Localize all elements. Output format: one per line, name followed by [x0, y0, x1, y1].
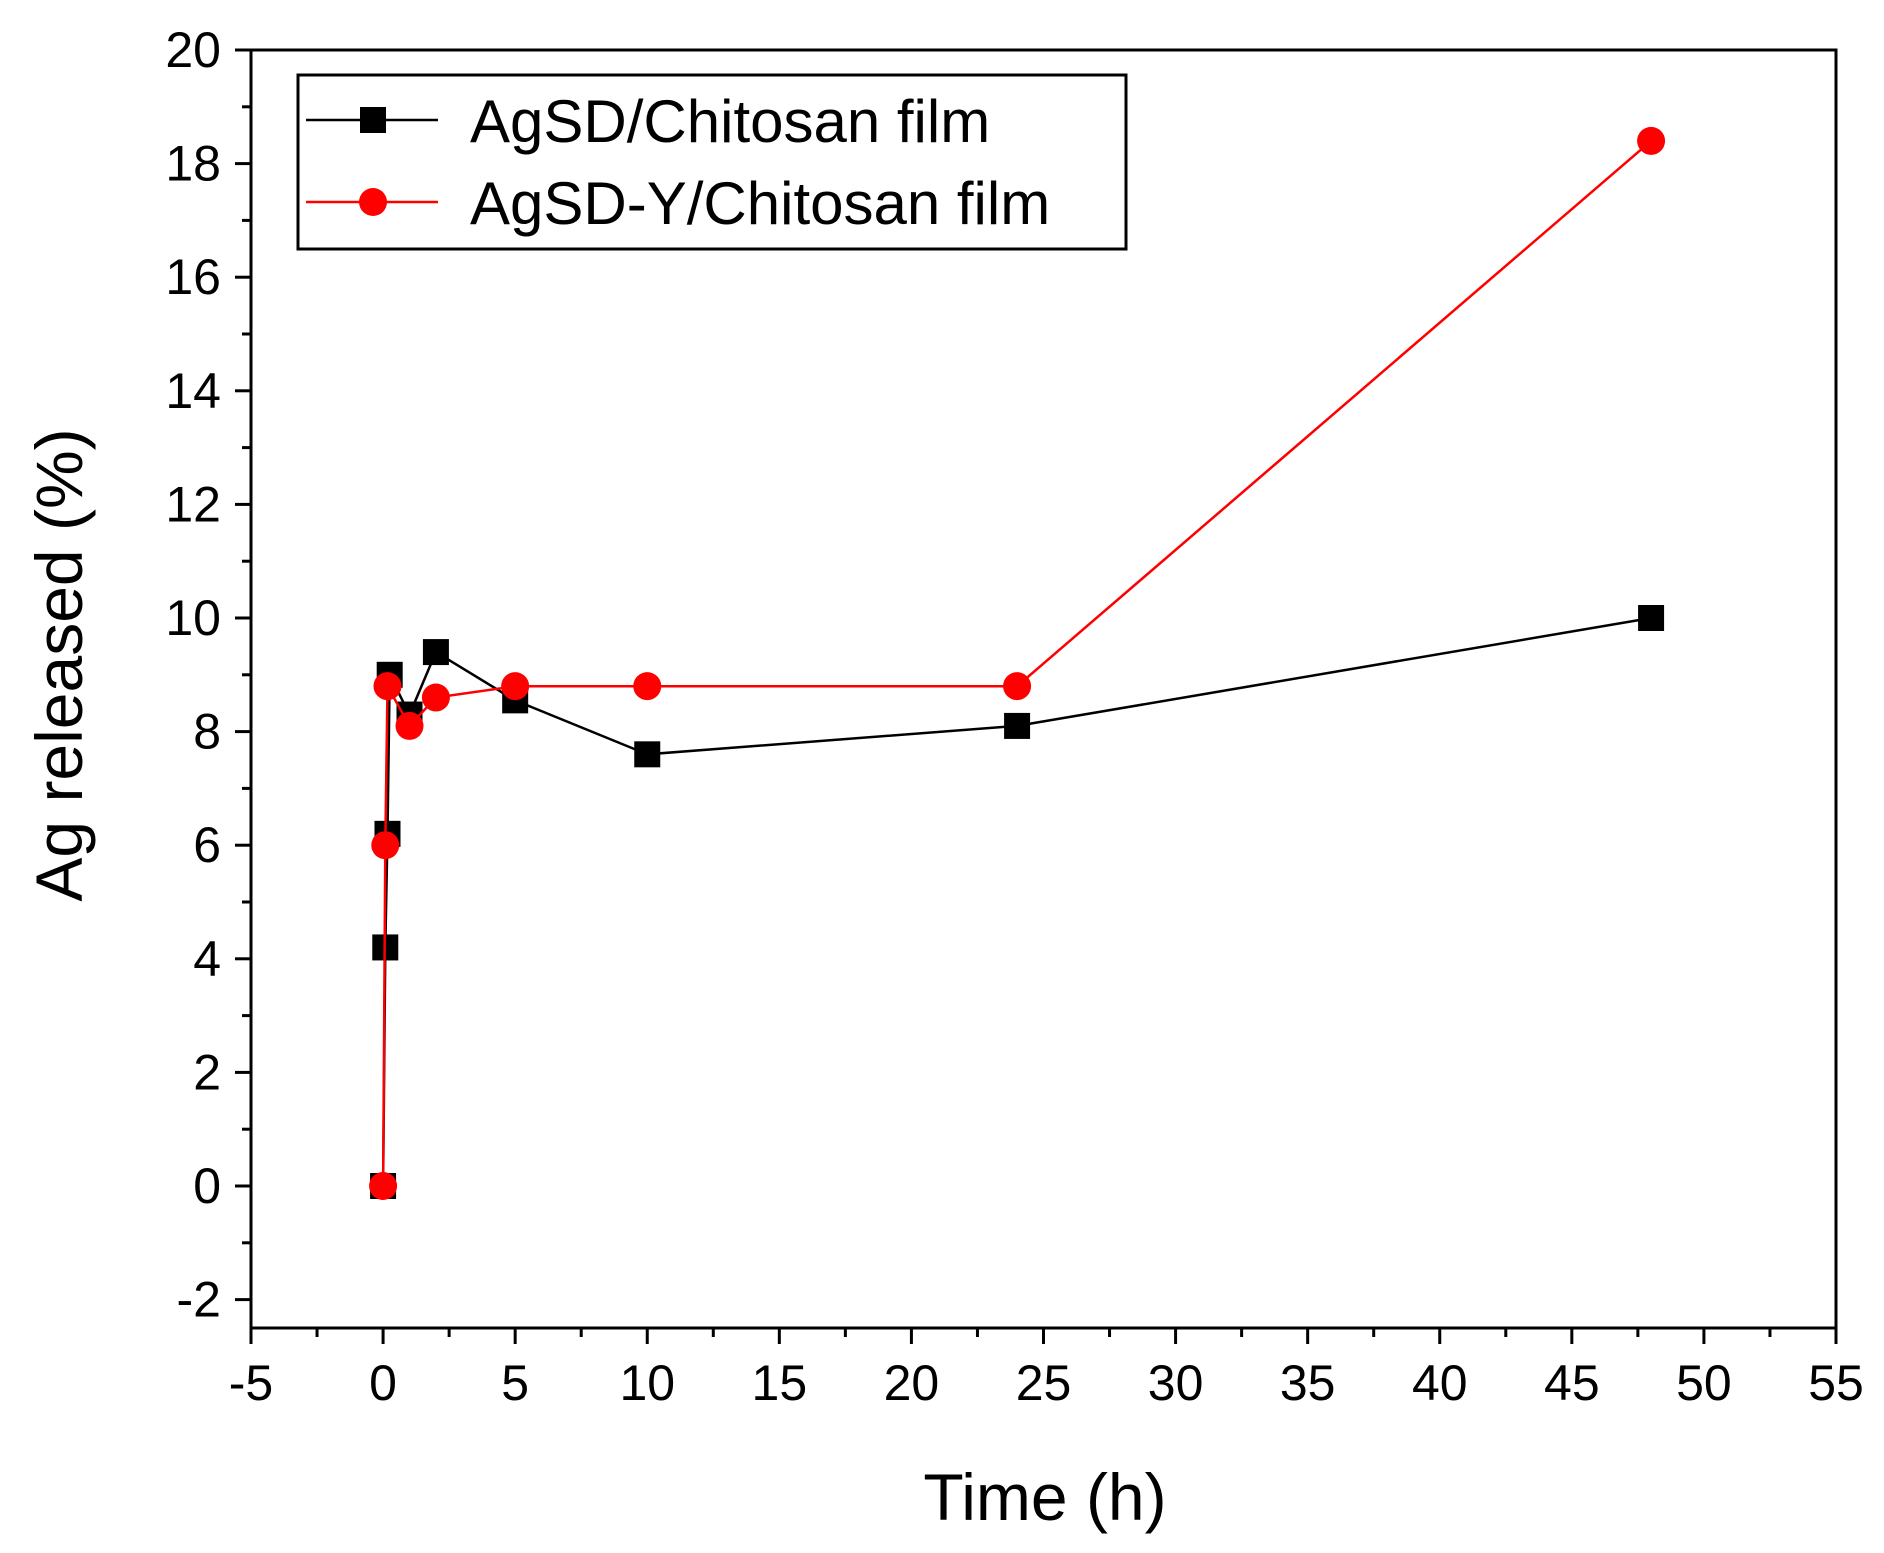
- y-axis-title: Ag released (%): [22, 428, 96, 901]
- y-tick-label: 0: [193, 1158, 221, 1214]
- y-tick-label: 4: [193, 931, 221, 987]
- data-point-circle: [395, 711, 424, 740]
- data-point-square: [422, 639, 449, 666]
- y-tick-label: 2: [193, 1044, 221, 1100]
- x-tick-label: 50: [1676, 1355, 1732, 1411]
- data-point-circle: [373, 672, 402, 701]
- y-tick-label: 10: [165, 590, 221, 646]
- y-tick-label: 16: [165, 249, 221, 305]
- x-tick-label: 45: [1544, 1355, 1600, 1411]
- y-tick-label: 18: [165, 136, 221, 192]
- legend-marker: [359, 188, 387, 216]
- x-tick-label: 5: [501, 1355, 529, 1411]
- y-tick-label: 14: [165, 363, 221, 419]
- series-2: [369, 126, 1666, 1200]
- x-tick-label: 25: [1016, 1355, 1072, 1411]
- x-tick-label: 15: [752, 1355, 808, 1411]
- x-tick-label: 35: [1280, 1355, 1336, 1411]
- legend-box: [296, 73, 1128, 251]
- y-tick-label: -2: [177, 1272, 221, 1328]
- data-point-circle: [633, 672, 662, 701]
- legend-label: AgSD-Y/Chitosan film: [470, 170, 1050, 237]
- data-point-circle: [421, 683, 450, 712]
- legend: AgSD/Chitosan film AgSD-Y/Chitosan film: [296, 73, 1128, 251]
- series-layer: [369, 126, 1666, 1200]
- series-line: [381, 139, 1652, 1187]
- axis-ticks-layer: -5 0 5 10 15 20 25 30 35 40 45 50 55 -2 0 2 4 6 8 10 12 14 16 1…: [165, 22, 1863, 1411]
- data-point-square: [1004, 712, 1031, 739]
- data-point-circle: [369, 1172, 398, 1200]
- x-tick-label: -5: [229, 1355, 273, 1411]
- data-point-circle: [371, 831, 400, 860]
- x-tick-label: 20: [884, 1355, 940, 1411]
- data-point-circle: [1003, 672, 1032, 701]
- data-point-square: [634, 741, 661, 768]
- x-tick-label: 10: [619, 1355, 675, 1411]
- series-line: [381, 616, 1652, 1187]
- y-tick-label: 12: [165, 476, 221, 532]
- x-tick-label: 55: [1808, 1355, 1864, 1411]
- legend-label: AgSD/Chitosan film: [470, 88, 990, 155]
- data-point-square: [1638, 605, 1665, 631]
- x-tick-label: 40: [1412, 1355, 1468, 1411]
- x-tick-label: 0: [369, 1355, 397, 1411]
- x-tick-label: 30: [1148, 1355, 1204, 1411]
- y-tick-label: 6: [193, 817, 221, 873]
- legend-marker: [360, 107, 386, 133]
- x-axis-title: Time (h): [923, 1460, 1166, 1534]
- data-point-circle: [1637, 126, 1666, 155]
- y-tick-label: 20: [165, 22, 221, 78]
- y-tick-label: 8: [193, 704, 221, 760]
- data-point-circle: [501, 672, 530, 701]
